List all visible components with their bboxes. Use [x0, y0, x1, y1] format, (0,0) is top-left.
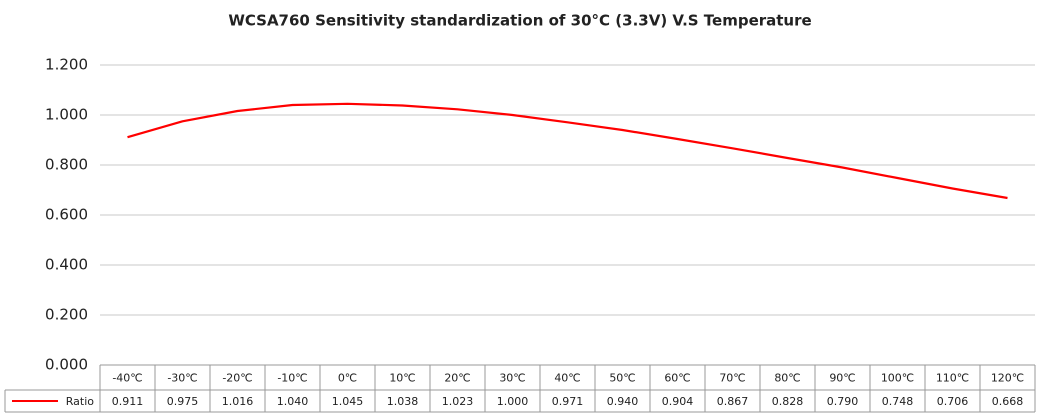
- x-tick-label: 100℃: [881, 372, 914, 385]
- data-label: 0.706: [937, 395, 969, 408]
- data-label: 1.000: [497, 395, 529, 408]
- x-tick-label: 20℃: [444, 372, 470, 385]
- data-label: 0.911: [112, 395, 144, 408]
- data-label: 0.867: [717, 395, 749, 408]
- data-label: 0.975: [167, 395, 199, 408]
- y-tick-label: 1.000: [45, 106, 88, 124]
- data-label: 0.748: [882, 395, 914, 408]
- data-label: 1.040: [277, 395, 309, 408]
- y-tick-label: 0.000: [45, 356, 88, 374]
- data-label: 0.828: [772, 395, 804, 408]
- data-label: 1.023: [442, 395, 474, 408]
- x-tick-label: 90℃: [829, 372, 855, 385]
- x-tick-label: -30℃: [167, 372, 197, 385]
- y-tick-label: 0.800: [45, 156, 88, 174]
- x-tick-label: 70℃: [719, 372, 745, 385]
- y-tick-label: 0.200: [45, 306, 88, 324]
- x-tick-label: -40℃: [112, 372, 142, 385]
- data-label: 1.045: [332, 395, 364, 408]
- y-tick-label: 0.400: [45, 256, 88, 274]
- x-tick-label: -10℃: [277, 372, 307, 385]
- x-tick-label: 10℃: [389, 372, 415, 385]
- data-label: 0.940: [607, 395, 639, 408]
- x-tick-label: 120℃: [991, 372, 1024, 385]
- x-tick-label: -20℃: [222, 372, 252, 385]
- x-tick-label: 40℃: [554, 372, 580, 385]
- x-tick-label: 80℃: [774, 372, 800, 385]
- x-tick-label: 60℃: [664, 372, 690, 385]
- data-label: 0.971: [552, 395, 584, 408]
- y-tick-label: 0.600: [45, 206, 88, 224]
- x-tick-label: 50℃: [609, 372, 635, 385]
- chart-title: WCSA760 Sensitivity standardization of 3…: [228, 12, 811, 30]
- data-label: 0.904: [662, 395, 694, 408]
- data-label: 1.016: [222, 395, 254, 408]
- legend-label: Ratio: [66, 395, 95, 408]
- data-line: [127, 102, 1008, 200]
- data-label: 0.790: [827, 395, 859, 408]
- y-tick-label: 1.200: [45, 56, 88, 74]
- data-label: 0.668: [992, 395, 1024, 408]
- x-tick-label: 0℃: [338, 372, 357, 385]
- x-tick-label: 30℃: [499, 372, 525, 385]
- x-tick-label: 110℃: [936, 372, 969, 385]
- data-label: 1.038: [387, 395, 419, 408]
